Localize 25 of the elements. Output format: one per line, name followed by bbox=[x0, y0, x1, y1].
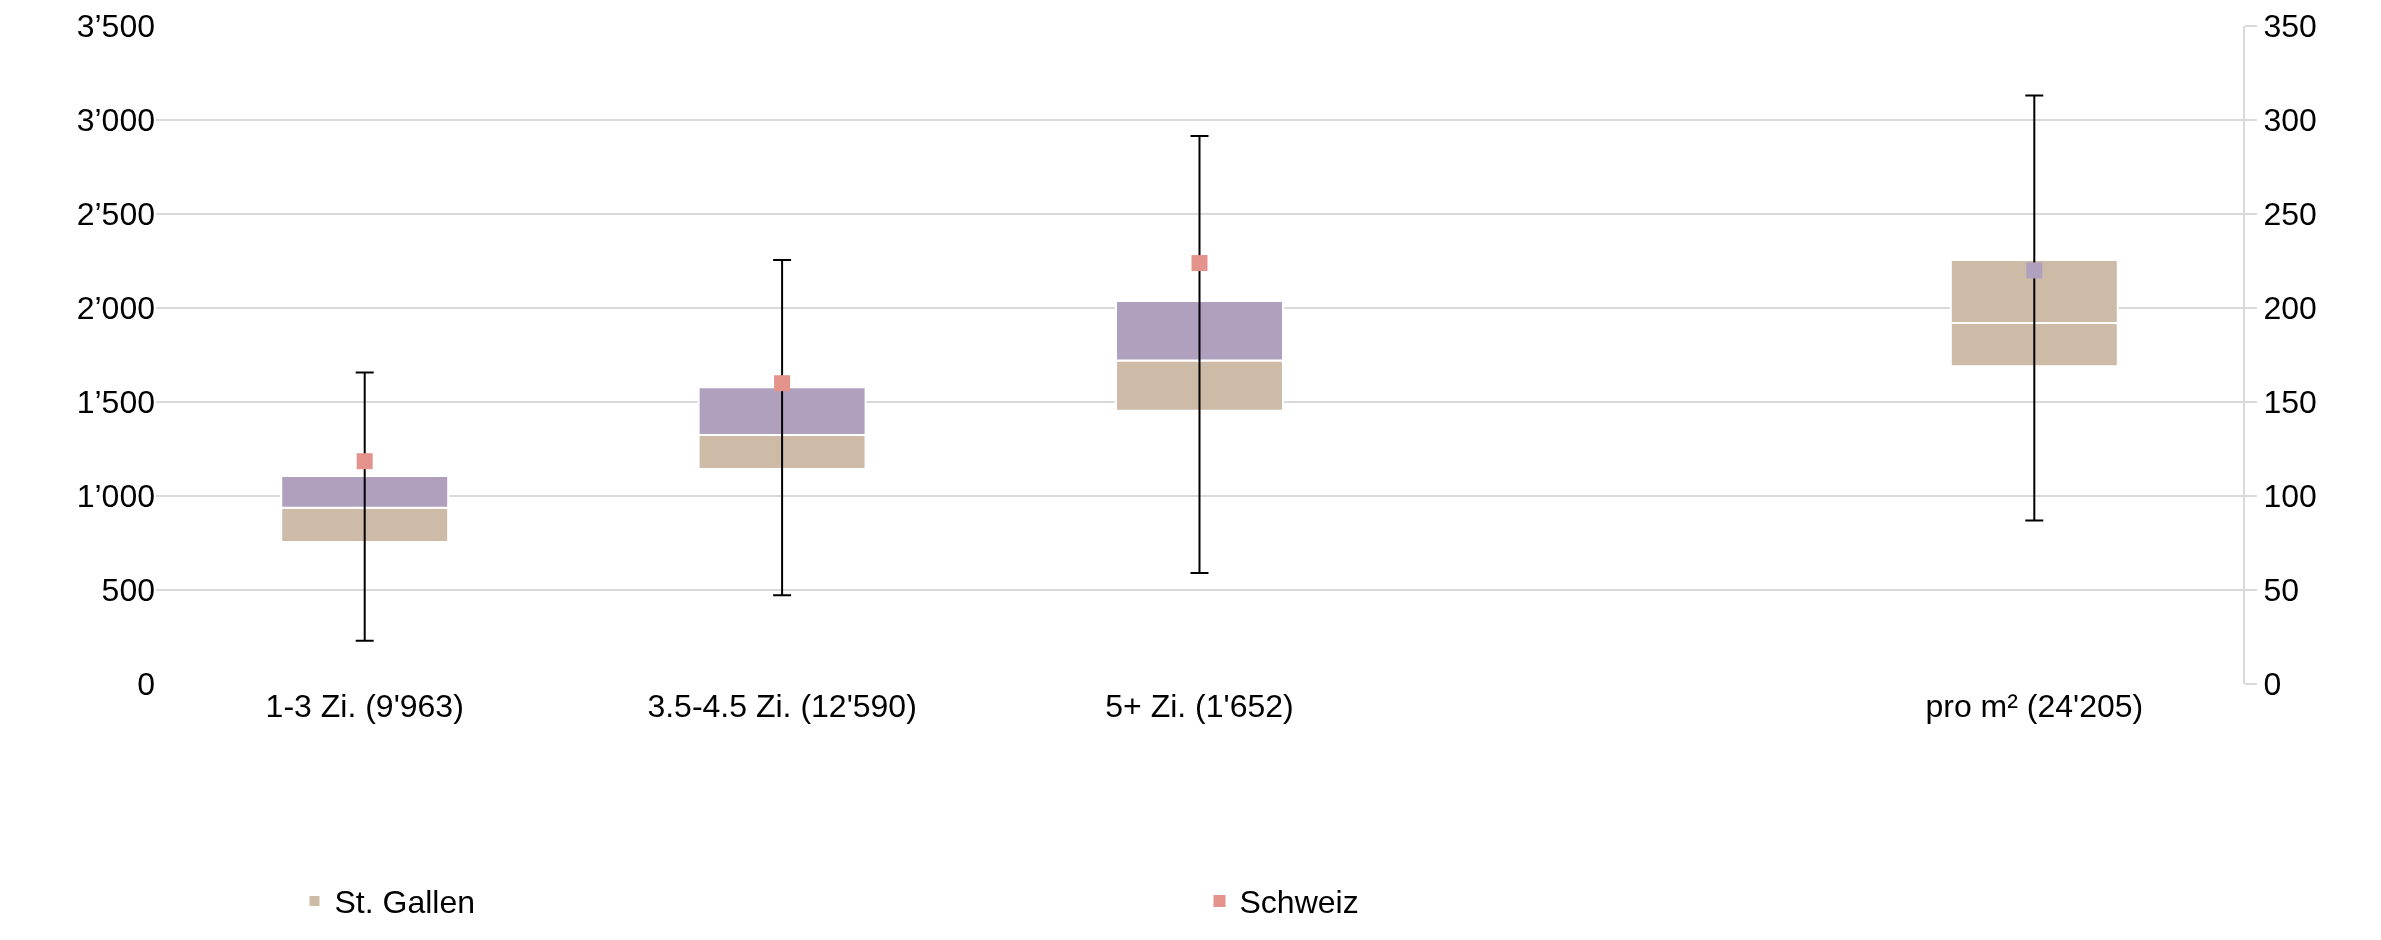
y-tick-label: 1’500 bbox=[76, 384, 155, 421]
point bbox=[774, 375, 791, 392]
point bbox=[1191, 255, 1208, 272]
y-tick-label: 3’500 bbox=[76, 8, 155, 45]
y2-tick-label: 350 bbox=[2263, 8, 2317, 45]
legend-label: St. Gallen bbox=[334, 884, 476, 921]
y-tick-label: 0 bbox=[137, 666, 155, 703]
y2-tick-label: 300 bbox=[2263, 102, 2317, 139]
x-tick-label: pro m² (24'205) bbox=[1925, 688, 2144, 724]
y2-tick-label: 0 bbox=[2263, 666, 2282, 703]
y2-tick-label: 200 bbox=[2263, 290, 2317, 327]
y2-tick-label: 50 bbox=[2263, 572, 2299, 609]
x-tick-label: 1-3 Zi. (9'963) bbox=[265, 688, 464, 724]
x-tick-label: 3.5-4.5 Zi. (12'590) bbox=[647, 688, 917, 724]
y-tick-label: 2’000 bbox=[76, 290, 155, 327]
x-tick-label: 5+ Zi. (1'652) bbox=[1105, 688, 1294, 724]
y2-tick-label: 250 bbox=[2263, 196, 2317, 233]
legend-label: Schweiz bbox=[1239, 884, 1359, 921]
y-tick-label: 2’500 bbox=[76, 196, 155, 233]
y2-tick-label: 100 bbox=[2263, 478, 2317, 515]
y2-tick-label: 150 bbox=[2263, 384, 2317, 421]
point bbox=[356, 453, 373, 470]
y-tick-label: 3’000 bbox=[76, 102, 155, 139]
y-tick-label: 500 bbox=[101, 572, 155, 609]
y-tick-label: 1’000 bbox=[76, 478, 155, 515]
